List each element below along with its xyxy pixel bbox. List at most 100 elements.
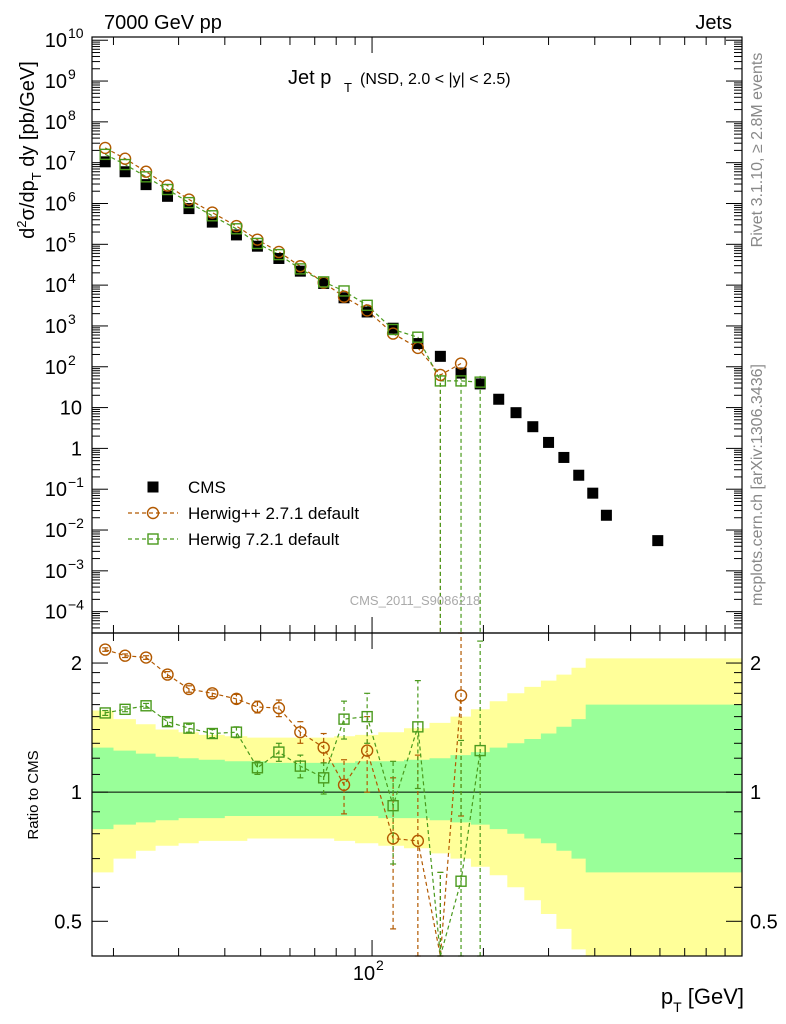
ratio-point-herwigpp	[139, 651, 153, 664]
y-tick-label: 10	[45, 602, 67, 624]
main-point-herwig7	[161, 183, 174, 196]
ratio-point-herwigpp	[272, 701, 286, 715]
ratio-point-herwigpp	[294, 725, 307, 739]
ratio-point-herwig7	[474, 744, 486, 757]
main-point-herwig7	[338, 285, 350, 297]
ratio-point-herwig7	[273, 746, 285, 758]
main-point-herwig7	[206, 210, 218, 222]
legend-marker	[147, 533, 159, 545]
main-point-cms	[338, 292, 350, 304]
main-point-herwig7	[387, 323, 399, 336]
main-point-cms	[230, 229, 242, 241]
x-axis-label: pT [GeV]	[661, 984, 744, 1015]
y-tick-exponent: 9	[68, 66, 76, 82]
main-point-herwigpp	[434, 368, 447, 382]
y-tick-label: 10	[45, 30, 67, 52]
rivet-label: Rivet 3.1.10, ≥ 2.8M events	[749, 53, 766, 248]
main-point-cms	[99, 156, 111, 168]
ratio-point-herwig7	[99, 707, 111, 719]
header-left: 7000 GeV pp	[104, 12, 222, 34]
y-tick-label: 10	[45, 153, 67, 175]
ratio-y-label: Ratio to CMS	[25, 750, 42, 839]
y-tick-exponent: 3	[68, 311, 76, 327]
main-point-herwig7	[361, 299, 373, 312]
legend-marker	[146, 506, 160, 520]
y-tick-label: 10	[45, 71, 67, 93]
main-point-cms	[543, 436, 555, 448]
title-cond: (NSD, 2.0 < |y| < 2.5)	[360, 71, 511, 88]
watermark: CMS_2011_S9086218	[350, 593, 481, 608]
y-tick-exponent: −2	[68, 515, 84, 531]
ratio-point-herwig7	[317, 772, 330, 784]
y-tick-label: 10	[45, 112, 67, 134]
ratio-point-herwig7	[161, 715, 174, 728]
main-point-herwigpp	[337, 290, 351, 303]
ratio-point-herwig7	[338, 713, 350, 725]
y-tick-exponent: 4	[68, 270, 76, 286]
header-right: Jets	[695, 12, 732, 34]
ratio-y-tick-label: 0.5	[54, 911, 82, 933]
main-point-cms	[206, 216, 218, 228]
y-tick-exponent: 5	[68, 229, 76, 245]
ratio-point-herwigpp	[161, 668, 174, 681]
legend-label: Herwig++ 2.7.1 default	[188, 504, 359, 523]
ratio-point-herwigpp	[118, 649, 132, 662]
main-point-cms	[600, 509, 612, 521]
ratio-point-herwig7	[361, 710, 373, 723]
main-point-cms	[361, 306, 373, 318]
y-tick-label: 1	[71, 438, 82, 460]
main-point-cms	[510, 407, 522, 419]
mcplots-label: mcplots.cern.ch [arXiv:1306.3436]	[749, 364, 766, 606]
ratio-point-herwig7	[206, 727, 218, 740]
ratio-frame	[91, 632, 743, 957]
y-tick-label: 10	[45, 275, 67, 297]
ratio-point-herwig7	[251, 762, 264, 774]
y-tick-label: 10	[45, 316, 67, 338]
main-series-line	[104, 147, 462, 376]
ratio-point-herwigpp	[182, 682, 196, 696]
ratio-point-herwigpp	[317, 741, 330, 754]
main-point-cms	[558, 451, 570, 463]
main-point-herwig7	[230, 223, 243, 235]
y-tick-exponent: −3	[68, 556, 84, 572]
main-point-cms	[434, 350, 446, 362]
main-y-axis-label: d2σ/dpT dy [pb/GeV]	[14, 61, 44, 239]
main-point-herwigpp	[206, 206, 219, 219]
main-point-cms	[251, 240, 263, 252]
main-point-cms	[412, 338, 424, 350]
main-point-herwig7	[317, 276, 330, 288]
main-point-cms	[140, 179, 152, 191]
main-point-cms	[273, 252, 285, 264]
main-point-cms	[527, 421, 539, 433]
ratio-y-tick-label-right: 1	[750, 782, 761, 804]
ratio-point-herwig7	[230, 726, 243, 738]
main-point-cms	[474, 378, 486, 390]
ratio-point-herwigpp	[206, 687, 219, 700]
main-point-herwig7	[474, 376, 486, 388]
x-tick-exponent: 2	[376, 957, 384, 973]
main-point-cms	[493, 393, 505, 405]
legend: CMS Herwig++ 2.7.1 default Herwig 7.2.1 de…	[128, 478, 359, 549]
ratio-plot-area: 2 21 10.5 0.510 2	[54, 632, 778, 985]
ratio-y-tick-label-right: 2	[750, 653, 761, 675]
y-tick-label: 10	[45, 561, 67, 583]
main-point-cms	[318, 277, 330, 289]
ratio-y-tick-label-right: 0.5	[750, 911, 778, 933]
title-main: Jet p	[288, 67, 331, 89]
ratio-point-herwigpp	[99, 643, 112, 656]
main-point-herwig7	[412, 331, 424, 343]
ratio-point-herwigpp	[230, 692, 243, 706]
legend-label: CMS	[188, 478, 226, 497]
main-title: Jet p T (NSD, 2.0 < |y| < 2.5)	[288, 67, 511, 95]
x-tick-label: 10	[353, 963, 375, 985]
main-point-herwig7	[251, 237, 264, 250]
y-axis-label: d2σ/dpT dy [pb/GeV]	[14, 61, 44, 239]
y-tick-label: 10	[45, 520, 67, 542]
y-tick-exponent: 10	[68, 25, 84, 41]
ratio-point-herwig7	[412, 721, 424, 733]
main-point-herwig7	[140, 171, 152, 183]
y-tick-exponent: 2	[68, 352, 76, 368]
ratio-panel: 2 21 10.5 0.510 2 Ratio to CMS	[25, 632, 778, 985]
